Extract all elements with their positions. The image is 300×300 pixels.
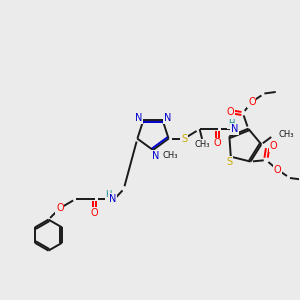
Text: O: O xyxy=(270,141,278,151)
Text: CH₃: CH₃ xyxy=(163,152,178,160)
Text: N: N xyxy=(109,194,116,204)
Text: CH₃: CH₃ xyxy=(278,130,294,139)
Text: O: O xyxy=(214,138,221,148)
Text: S: S xyxy=(226,157,233,167)
Text: O: O xyxy=(226,107,234,117)
Text: O: O xyxy=(248,97,256,107)
Text: O: O xyxy=(56,203,64,213)
Text: S: S xyxy=(181,134,187,144)
Text: H: H xyxy=(228,119,235,128)
Text: H: H xyxy=(106,190,112,199)
Text: O: O xyxy=(274,165,281,175)
Text: N: N xyxy=(164,113,171,123)
Text: CH₃: CH₃ xyxy=(194,140,210,149)
Text: O: O xyxy=(91,208,99,218)
Text: N: N xyxy=(231,124,239,134)
Text: N: N xyxy=(152,151,159,161)
Text: N: N xyxy=(135,113,142,123)
